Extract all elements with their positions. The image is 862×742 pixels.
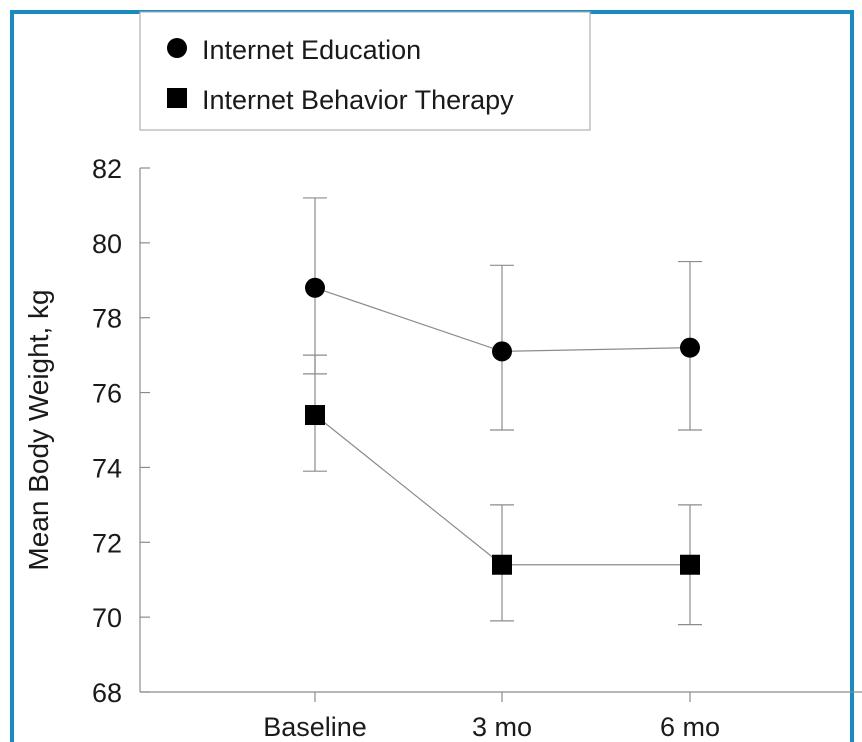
y-ticks: 68 70 72 74 76 78 80 82 bbox=[92, 154, 150, 708]
plot-area bbox=[303, 197, 702, 626]
y-tick-label: 70 bbox=[92, 603, 122, 633]
x-tick-label: 6 mo bbox=[660, 712, 720, 742]
data-point-circle bbox=[305, 277, 325, 298]
legend: Internet Education Internet Behavior The… bbox=[139, 11, 591, 131]
y-tick-label: 72 bbox=[92, 528, 122, 558]
data-point-square bbox=[305, 405, 325, 426]
y-tick-label: 82 bbox=[92, 154, 122, 184]
legend-marker-square-icon bbox=[167, 88, 187, 108]
y-tick-label: 76 bbox=[92, 379, 122, 409]
x-tick-label: Baseline bbox=[263, 712, 367, 742]
y-tick-label: 74 bbox=[92, 453, 122, 483]
x-ticks: Baseline 3 mo 6 mo bbox=[263, 692, 720, 742]
legend-marker-circle-icon bbox=[167, 38, 187, 58]
x-tick-label: 3 mo bbox=[472, 712, 532, 742]
data-point-square bbox=[492, 554, 512, 575]
legend-label-series-1: Internet Education bbox=[202, 35, 421, 65]
data-point-square bbox=[680, 554, 700, 575]
data-point-circle bbox=[492, 341, 512, 362]
y-tick-label: 78 bbox=[92, 304, 122, 334]
y-tick-label: 80 bbox=[92, 229, 122, 259]
y-tick-label: 68 bbox=[92, 678, 122, 708]
legend-label-series-2: Internet Behavior Therapy bbox=[202, 85, 514, 115]
data-point-circle bbox=[680, 337, 700, 358]
y-axis-label: Mean Body Weight, kg bbox=[23, 289, 54, 570]
legend-box bbox=[139, 11, 591, 131]
